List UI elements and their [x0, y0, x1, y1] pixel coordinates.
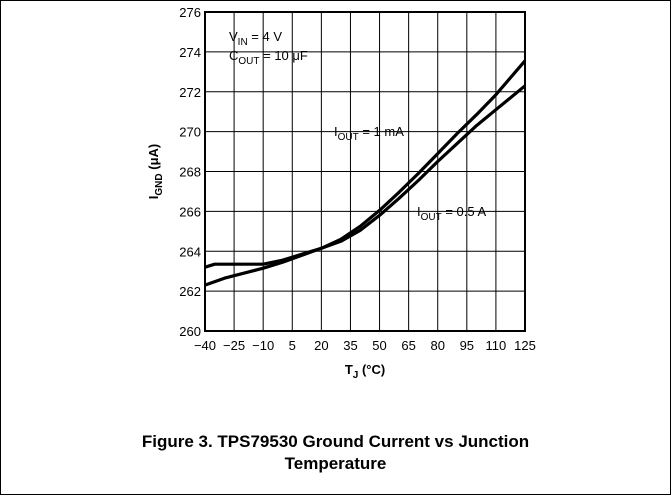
- x-tick-label: −40: [194, 338, 216, 353]
- x-tick-label: 50: [372, 338, 386, 353]
- plot-border: [204, 11, 526, 332]
- caption-line-2: Temperature: [284, 454, 387, 473]
- figure-caption: Figure 3. TPS79530 Ground Current vs Jun…: [0, 431, 671, 475]
- y-tick-label: 276: [179, 5, 201, 20]
- y-tick-label: 260: [179, 324, 201, 339]
- ground-current-chart: −40 −25 −10 5 20 35 50 65 80 95 110 125 26026226426…: [146, 5, 536, 381]
- x-axis-label: TJ (°C): [345, 362, 385, 381]
- condition-label-2: COUT = 10 μF: [229, 48, 308, 67]
- x-tick-labels: −40 −25 −10 5 20 35 50 65 80 95 110 125: [194, 338, 536, 353]
- grid-lines: [205, 12, 525, 331]
- caption-line-1: Figure 3. TPS79530 Ground Current vs Jun…: [141, 432, 530, 451]
- x-tick-label: −10: [252, 338, 274, 353]
- y-tick-label: 266: [179, 204, 201, 219]
- x-tick-label: 95: [460, 338, 474, 353]
- x-tick-label: 5: [289, 338, 296, 353]
- x-tick-label: −25: [223, 338, 245, 353]
- y-axis-label: IGND (μA): [146, 144, 165, 199]
- x-tick-label: 110: [486, 338, 507, 353]
- y-tick-label: 268: [179, 165, 201, 180]
- x-tick-label: 20: [314, 338, 328, 353]
- x-tick-label: 125: [514, 338, 536, 353]
- plot-area-border: [204, 11, 526, 332]
- series-line-1: [204, 59, 527, 287]
- condition-label-1: VIN = 4 V: [229, 29, 282, 48]
- series-lines: [204, 59, 527, 287]
- y-tick-label: 262: [179, 284, 201, 299]
- y-tick-labels: 260 262 264 266 268 270 272 274 276: [179, 5, 201, 339]
- series-label-1: IOUT = 1 mA: [334, 124, 404, 143]
- y-tick-label: 270: [179, 125, 201, 140]
- y-tick-label: 274: [179, 45, 201, 60]
- series-line-2: [204, 84, 527, 269]
- x-tick-label: 80: [430, 338, 444, 353]
- y-tick-label: 272: [179, 85, 201, 100]
- x-tick-label: 35: [343, 338, 357, 353]
- series-label-2: IOUT = 0.5 A: [417, 204, 487, 223]
- y-tick-label: 264: [179, 244, 201, 259]
- x-tick-label: 65: [401, 338, 415, 353]
